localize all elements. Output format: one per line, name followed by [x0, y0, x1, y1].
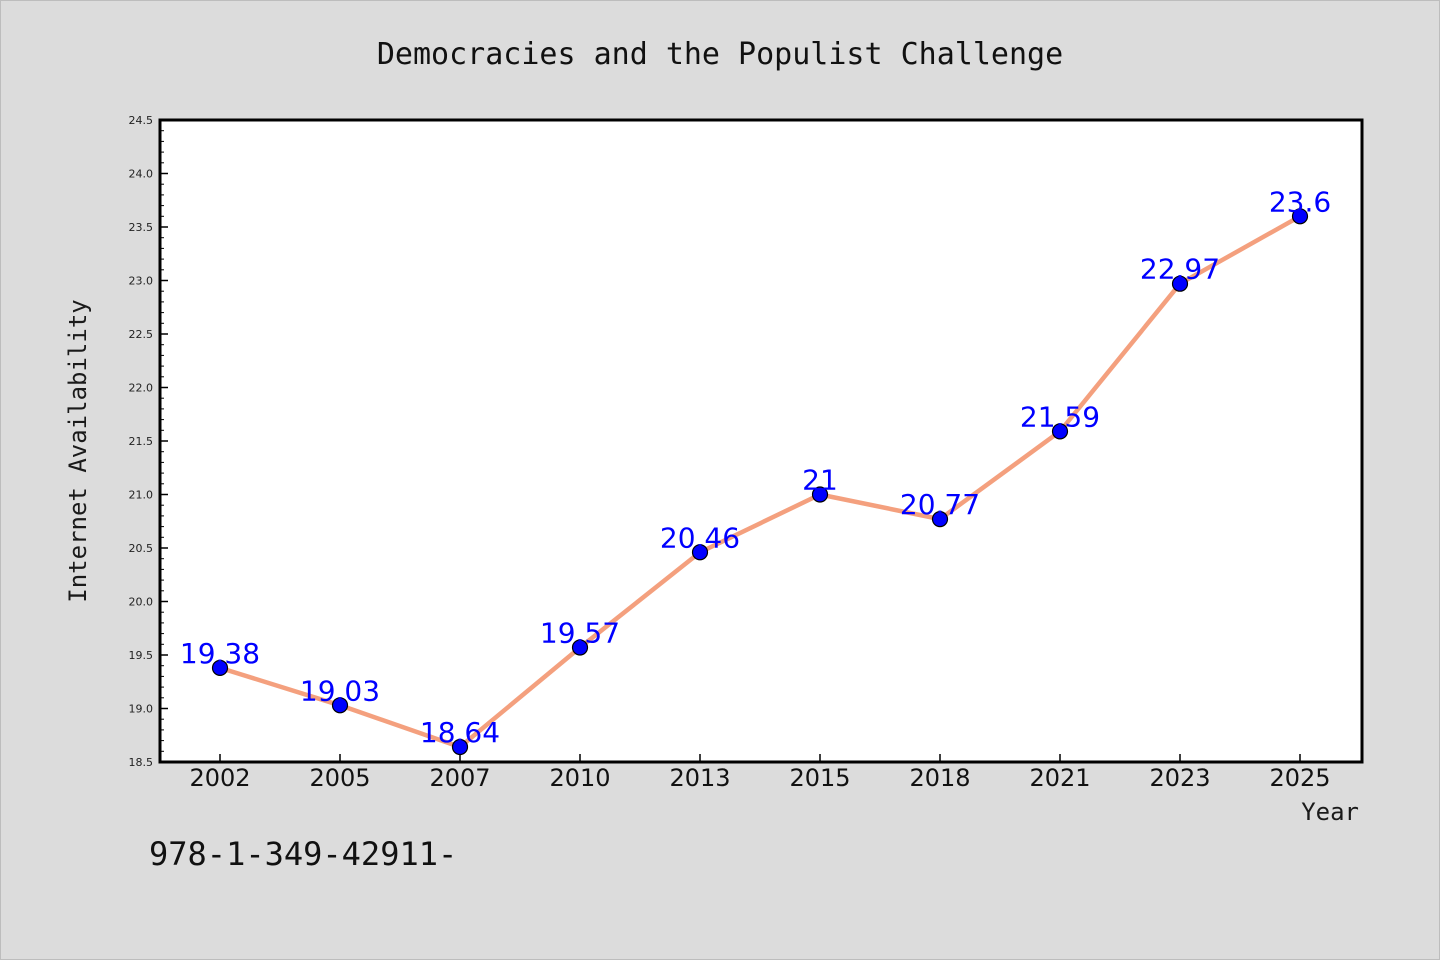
data-point — [1051, 423, 1069, 440]
data-label: 19.57 — [540, 617, 620, 650]
data-label: 22.97 — [1140, 253, 1220, 286]
data-point — [1171, 275, 1189, 292]
data-point — [211, 659, 229, 676]
y-tick-label: 20.5 — [129, 542, 154, 555]
y-tick-label: 23.5 — [129, 221, 154, 234]
chart-title: Democracies and the Populist Challenge — [377, 37, 1063, 72]
data-point — [811, 486, 829, 503]
footnote: 978-1-349-42911- — [149, 835, 457, 873]
data-label: 23.6 — [1269, 185, 1331, 218]
y-tick-label: 23.0 — [129, 275, 154, 288]
data-label: 19.38 — [180, 637, 260, 670]
x-axis-ticks: 2002 2005 2007 2010 2013 2015 2018 2021 2023 2025 — [189, 754, 1331, 792]
plot-area — [158, 118, 1364, 764]
x-tick-label: 2005 — [309, 764, 370, 792]
data-point — [931, 511, 949, 528]
data-point — [331, 697, 349, 714]
x-tick-label: 2013 — [669, 764, 730, 792]
y-tick-label: 20.0 — [129, 596, 154, 609]
data-label: 18.64 — [420, 716, 500, 749]
x-tick-label: 2025 — [1269, 764, 1330, 792]
data-point — [691, 544, 709, 561]
data-label: 19.03 — [300, 674, 380, 707]
data-point — [451, 738, 469, 756]
y-tick-label: 24.5 — [129, 114, 154, 127]
y-axis-ticks: 18.5 19.0 19.5 20.0 20.5 21.0 21.5 22.0 22.5 23.0… — [129, 114, 168, 769]
x-tick-label: 2018 — [909, 764, 970, 792]
data-label: 20.77 — [900, 488, 980, 521]
y-tick-label: 22.5 — [129, 328, 154, 341]
data-point — [1291, 208, 1309, 225]
y-tick-label: 18.5 — [129, 756, 154, 769]
data-point — [571, 639, 589, 656]
x-tick-label: 2015 — [789, 764, 850, 792]
data-label: 20.46 — [660, 521, 740, 554]
x-axis-label: Year — [1301, 798, 1359, 826]
y-tick-label: 22.0 — [129, 382, 154, 395]
y-tick-label: 19.0 — [129, 703, 154, 716]
y-tick-label: 19.5 — [129, 649, 154, 662]
series-line — [217, 214, 1303, 750]
data-label: 21.59 — [1020, 400, 1100, 433]
x-tick-label: 2007 — [429, 764, 490, 792]
y-tick-label: 21.5 — [129, 435, 154, 448]
x-tick-label: 2010 — [549, 764, 610, 792]
x-tick-label: 2023 — [1149, 764, 1210, 792]
y-axis-label: Internet Availability — [64, 299, 92, 602]
x-tick-label: 2002 — [189, 764, 250, 792]
series-group: 19.38 19.03 18.64 19.57 20.46 21 20.77 21.59 22.… — [180, 185, 1331, 756]
x-tick-label: 2021 — [1029, 764, 1090, 792]
y-tick-label: 21.0 — [129, 489, 154, 502]
y-tick-label: 24.0 — [129, 168, 154, 181]
data-label: 21 — [802, 464, 838, 497]
